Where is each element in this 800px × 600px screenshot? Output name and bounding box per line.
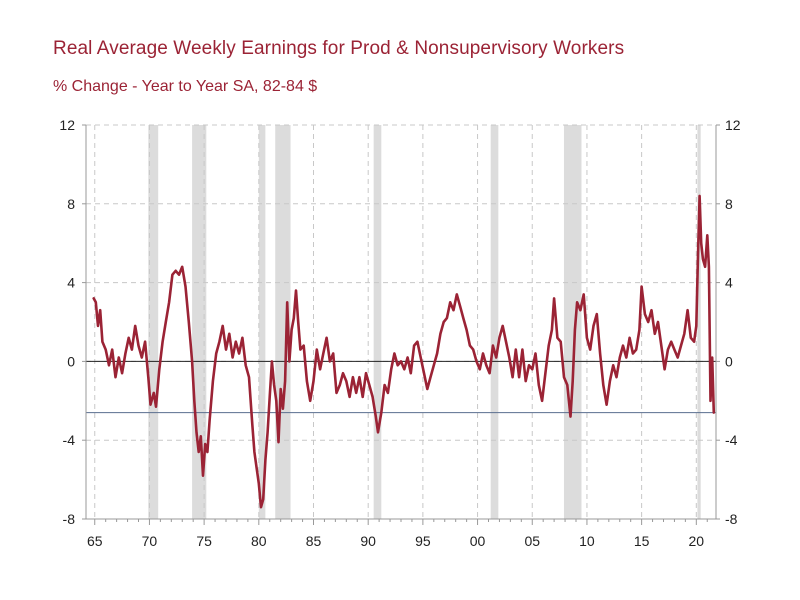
x-tick-label: 70 <box>142 533 158 549</box>
y-tick-label-right: -8 <box>725 511 738 527</box>
reference-lines <box>86 360 716 414</box>
recession-band <box>373 125 382 519</box>
x-tick-label: 20 <box>689 533 705 549</box>
y-tick-label-right: 8 <box>725 196 733 212</box>
x-tick-label: 80 <box>251 533 267 549</box>
x-tick-label: 90 <box>360 533 376 549</box>
recession-bands <box>148 125 701 519</box>
recession-band <box>148 125 159 519</box>
y-tick-label-left: 8 <box>67 196 75 212</box>
x-tick-label: 05 <box>524 533 540 549</box>
recession-band <box>697 125 701 519</box>
series-layer <box>92 194 716 509</box>
x-tick-label: 00 <box>470 533 486 549</box>
x-tick-label: 95 <box>415 533 431 549</box>
chart-title: Real Average Weekly Earnings for Prod & … <box>53 38 625 59</box>
x-tick-label: 75 <box>196 533 212 549</box>
recession-band <box>490 125 499 519</box>
y-tick-label-left: 0 <box>67 353 75 369</box>
series-line <box>92 194 716 509</box>
y-tick-label-left: 12 <box>59 117 75 133</box>
gridlines <box>86 124 716 520</box>
x-tick-label: 65 <box>87 533 103 549</box>
y-tick-label-right: 4 <box>725 275 733 291</box>
y-tick-label-right: 0 <box>725 353 733 369</box>
x-tick-label: 15 <box>634 533 650 549</box>
x-tick-label: 85 <box>306 533 322 549</box>
recession-band <box>258 125 266 519</box>
x-tick-label: 10 <box>579 533 595 549</box>
axes <box>82 124 720 525</box>
y-tick-label-right: 12 <box>725 117 741 133</box>
chart-subtitle: % Change - Year to Year SA, 82-84 $ <box>53 78 318 95</box>
y-tick-label-left: -8 <box>63 511 76 527</box>
y-tick-label-left: -4 <box>63 432 76 448</box>
y-tick-label-left: 4 <box>67 275 75 291</box>
recession-band <box>563 125 582 519</box>
y-tick-label-right: -4 <box>725 432 738 448</box>
